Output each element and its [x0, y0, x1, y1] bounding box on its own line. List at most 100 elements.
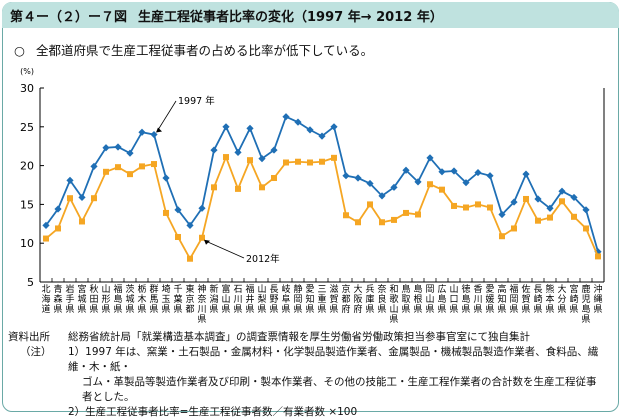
data-point-2012年	[247, 157, 253, 164]
x-tick-label: 岐阜県	[281, 283, 290, 315]
data-point-1997年	[462, 179, 470, 187]
x-tick-label: 岡山県	[425, 284, 434, 315]
note-1-line-3: 者とした。	[82, 391, 135, 403]
data-point-1997年	[534, 195, 542, 203]
x-tick-label: 新潟県	[209, 283, 218, 315]
x-tick-label: 沖縄県	[593, 283, 602, 315]
data-point-2012年	[55, 225, 61, 232]
data-point-1997年	[174, 206, 182, 214]
data-point-2012年	[367, 201, 373, 208]
x-tick-label: 徳島県	[461, 283, 470, 315]
figure-header	[2, 2, 619, 28]
y-tick-label: 25	[20, 121, 34, 134]
x-tick-label: 長崎県	[533, 284, 542, 315]
x-tick-label: 福島県	[113, 283, 122, 315]
data-point-2012年	[199, 234, 205, 241]
x-tick-label: 熊本県	[545, 283, 554, 315]
note-1-line-2: ゴム・革製品等製造作業者及び印刷・製本作業者、その他の技能工・生産工程作業者の合…	[82, 376, 597, 388]
x-tick-label: 千葉県	[173, 284, 182, 315]
x-tick-label: 富山県	[221, 283, 230, 315]
data-point-2012年	[235, 185, 241, 192]
data-point-2012年	[259, 184, 265, 191]
data-point-2012年	[535, 217, 541, 224]
data-point-2012年	[379, 219, 385, 226]
data-point-2012年	[523, 195, 529, 202]
annotation-arrowhead-2012	[204, 239, 210, 245]
x-tick-label: 秋田県	[89, 283, 98, 315]
x-tick-label: 神奈川県	[197, 283, 206, 325]
source-text: 総務省統計局「就業構造基本調査」の調査票情報を厚生労働省労働政策担当参事官室にて…	[68, 331, 530, 343]
data-point-1997年	[546, 204, 554, 212]
data-point-1997年	[42, 221, 50, 229]
data-point-1997年	[426, 154, 434, 162]
x-tick-label: 大阪府	[353, 283, 362, 315]
figure-frame	[2, 2, 619, 412]
y-tick-label: 5	[27, 276, 34, 289]
data-point-2012年	[283, 159, 289, 166]
data-point-1997年	[150, 130, 158, 139]
y-tick-label: 10	[20, 237, 34, 250]
x-tick-label: 福井県	[245, 283, 254, 315]
data-point-1997年	[306, 126, 314, 134]
data-point-1997年	[474, 168, 482, 177]
data-point-1997年	[378, 192, 386, 200]
data-point-2012年	[187, 255, 193, 262]
data-point-2012年	[559, 198, 565, 205]
data-point-2012年	[271, 175, 277, 182]
data-point-1997年	[498, 210, 506, 219]
x-tick-label: 茨城県	[125, 283, 134, 315]
data-point-1997年	[270, 146, 278, 154]
note-1-line-1: 1）1997 年は、窯業・土石製品・金属材料・化学製品製造作業者、金属製品・機械…	[68, 346, 599, 373]
data-point-1997年	[330, 123, 338, 131]
figure-title: 生産工程従事者比率の変化（1997 年→ 2012 年）	[138, 10, 443, 25]
data-point-2012年	[331, 154, 337, 161]
data-point-1997年	[438, 168, 446, 176]
annotation-label-1997: 1997 年	[178, 95, 215, 107]
x-tick-label: 滋賀県	[329, 283, 338, 315]
data-point-2012年	[511, 225, 517, 232]
data-point-1997年	[354, 174, 362, 182]
data-point-1997年	[138, 128, 146, 136]
data-point-2012年	[499, 233, 505, 240]
data-point-1997年	[486, 172, 494, 180]
y-tick-label: 15	[20, 198, 34, 211]
x-tick-label: 兵庫県	[365, 283, 374, 315]
data-point-1997年	[282, 113, 290, 121]
x-tick-label: 埼玉県	[161, 283, 170, 315]
data-point-2012年	[223, 154, 229, 161]
data-point-2012年	[583, 225, 589, 232]
data-point-2012年	[151, 161, 157, 168]
x-tick-label: 宮崎県	[569, 283, 578, 315]
data-point-1997年	[294, 118, 302, 126]
x-tick-label: 鳥取県	[401, 283, 410, 315]
data-point-1997年	[558, 187, 566, 195]
x-tick-label: 長野県	[269, 284, 278, 315]
y-tick-label: 30	[20, 82, 34, 95]
line-chart: (%) 5 10 15 20 25 30 北海道青森県岩手県宮城県秋田県山形県福島県茨城県栃木…	[20, 67, 605, 325]
x-tick-label: 青森県	[53, 283, 62, 315]
notes-block: 資料出所 総務省統計局「就業構造基本調査」の調査票情報を厚生労働省労働政策担当参…	[8, 330, 613, 420]
x-tick-label: 山口県	[449, 284, 458, 315]
data-point-2012年	[319, 158, 325, 165]
x-tick-label: 佐賀県	[521, 283, 530, 315]
data-point-2012年	[295, 158, 301, 165]
data-point-1997年	[318, 132, 326, 140]
data-point-2012年	[79, 218, 85, 225]
notes-label: （注）	[20, 346, 52, 358]
figure-number: 第４ー（２）ー７図	[10, 10, 128, 25]
data-point-2012年	[103, 168, 109, 175]
data-point-1997年	[90, 162, 98, 170]
data-point-1997年	[66, 176, 74, 184]
x-tick-label: 愛知県	[305, 283, 314, 315]
data-point-2012年	[355, 219, 361, 226]
data-point-2012年	[463, 204, 469, 211]
summary-mark: ○	[14, 43, 25, 58]
y-tick-label: 20	[20, 160, 34, 173]
x-tick-label: 和歌山県	[389, 284, 398, 325]
x-tick-label: 島根県	[413, 283, 422, 315]
data-point-1997年	[402, 166, 410, 174]
x-tick-label: 三重県	[317, 285, 326, 315]
data-point-1997年	[414, 178, 422, 186]
data-point-1997年	[234, 148, 242, 157]
data-point-1997年	[450, 167, 458, 175]
